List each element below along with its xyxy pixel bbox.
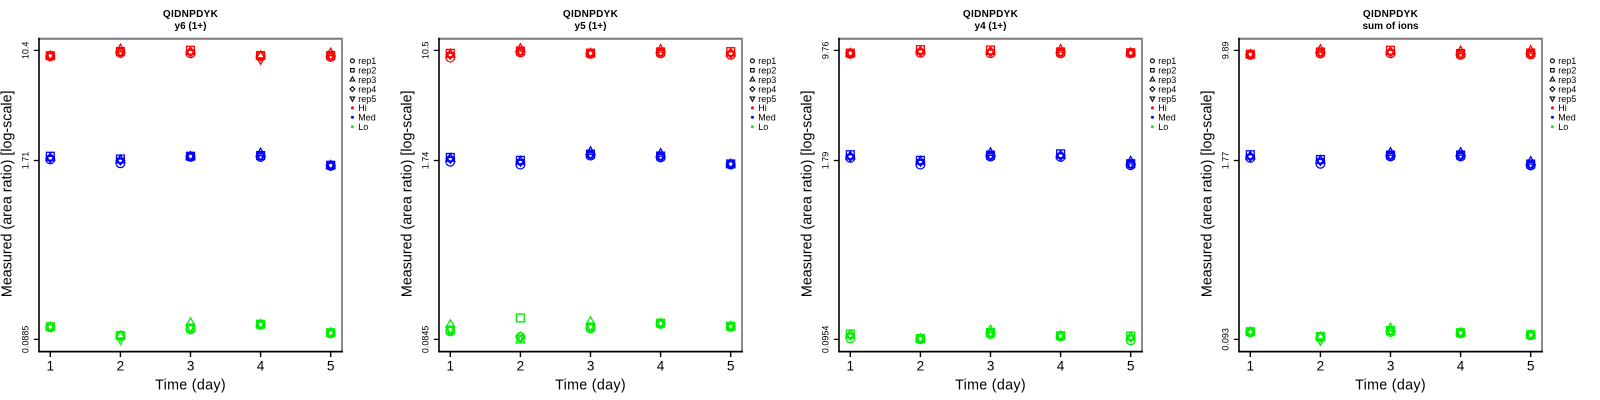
svg-text:Lo: Lo [758, 122, 768, 132]
svg-text:1.71: 1.71 [21, 152, 31, 170]
svg-text:Time (day): Time (day) [555, 377, 626, 393]
svg-text:Time (day): Time (day) [955, 377, 1026, 393]
svg-text:rep3: rep3 [1158, 75, 1176, 85]
svg-text:rep4: rep4 [358, 84, 376, 94]
svg-text:3: 3 [1387, 358, 1395, 373]
svg-text:rep5: rep5 [358, 94, 376, 104]
svg-text:rep5: rep5 [1158, 94, 1176, 104]
svg-text:1: 1 [846, 358, 854, 373]
svg-text:5: 5 [727, 358, 735, 373]
svg-text:Time (day): Time (day) [1355, 377, 1426, 393]
svg-text:rep3: rep3 [1558, 75, 1576, 85]
svg-text:1: 1 [446, 358, 454, 373]
svg-text:0.0885: 0.0885 [21, 326, 31, 354]
svg-text:0.0845: 0.0845 [421, 326, 431, 354]
svg-text:1.77: 1.77 [1221, 152, 1231, 170]
svg-text:QIDNPDYK: QIDNPDYK [963, 9, 1019, 20]
svg-text:Measured (area ratio) [log-sca: Measured (area ratio) [log-scale] [0, 90, 16, 297]
svg-text:rep1: rep1 [758, 56, 776, 66]
svg-text:y4 (1+): y4 (1+) [975, 21, 1007, 32]
svg-text:rep2: rep2 [758, 66, 776, 76]
svg-text:10.5: 10.5 [421, 42, 431, 60]
svg-text:rep5: rep5 [758, 94, 776, 104]
svg-text:Measured (area ratio) [log-sca: Measured (area ratio) [log-scale] [800, 90, 816, 297]
svg-text:5: 5 [327, 358, 335, 373]
svg-text:Hi: Hi [1558, 103, 1567, 113]
svg-text:2: 2 [517, 358, 525, 373]
svg-text:Med: Med [358, 113, 376, 123]
svg-text:4: 4 [657, 358, 665, 373]
svg-text:5: 5 [1127, 358, 1135, 373]
svg-text:Lo: Lo [358, 122, 368, 132]
svg-text:Measured (area ratio) [log-sca: Measured (area ratio) [log-scale] [400, 90, 416, 297]
svg-text:rep3: rep3 [758, 75, 776, 85]
svg-text:rep2: rep2 [358, 66, 376, 76]
svg-text:rep4: rep4 [758, 84, 776, 94]
svg-text:QIDNPDYK: QIDNPDYK [563, 9, 619, 20]
svg-text:Hi: Hi [358, 103, 367, 113]
svg-text:rep4: rep4 [1158, 84, 1176, 94]
svg-text:1.79: 1.79 [821, 152, 831, 170]
svg-text:Med: Med [1558, 113, 1576, 123]
svg-text:rep2: rep2 [1158, 66, 1176, 76]
svg-text:0.0954: 0.0954 [821, 326, 831, 354]
svg-text:rep1: rep1 [1558, 56, 1576, 66]
svg-text:rep4: rep4 [1558, 84, 1576, 94]
svg-text:5: 5 [1527, 358, 1535, 373]
svg-text:1: 1 [46, 358, 54, 373]
svg-text:QIDNPDYK: QIDNPDYK [163, 9, 219, 20]
svg-text:2: 2 [117, 358, 125, 373]
svg-text:QIDNPDYK: QIDNPDYK [1363, 9, 1419, 20]
svg-text:y5 (1+): y5 (1+) [575, 21, 607, 32]
svg-text:9.89: 9.89 [1221, 42, 1231, 60]
svg-text:rep2: rep2 [1558, 66, 1576, 76]
svg-text:Med: Med [1158, 113, 1176, 123]
svg-text:Measured (area ratio) [log-sca: Measured (area ratio) [log-scale] [1200, 90, 1216, 297]
svg-text:y6 (1+): y6 (1+) [175, 21, 207, 32]
svg-text:3: 3 [987, 358, 995, 373]
svg-text:rep1: rep1 [1158, 56, 1176, 66]
svg-text:Hi: Hi [1158, 103, 1167, 113]
svg-text:Lo: Lo [1558, 122, 1568, 132]
svg-text:Lo: Lo [1158, 122, 1168, 132]
svg-text:4: 4 [1057, 358, 1065, 373]
svg-text:3: 3 [187, 358, 195, 373]
svg-text:rep3: rep3 [358, 75, 376, 85]
svg-text:1: 1 [1246, 358, 1254, 373]
svg-text:1.74: 1.74 [421, 152, 431, 170]
svg-text:rep1: rep1 [358, 56, 376, 66]
svg-text:4: 4 [257, 358, 265, 373]
svg-text:2: 2 [917, 358, 925, 373]
svg-text:Med: Med [758, 113, 776, 123]
svg-text:sum of ions: sum of ions [1362, 21, 1419, 32]
svg-text:0.093: 0.093 [1221, 328, 1231, 351]
svg-text:9.76: 9.76 [821, 42, 831, 60]
svg-text:Time (day): Time (day) [155, 377, 226, 393]
svg-text:3: 3 [587, 358, 595, 373]
svg-text:4: 4 [1457, 358, 1465, 373]
svg-text:Hi: Hi [758, 103, 767, 113]
svg-text:rep5: rep5 [1558, 94, 1576, 104]
svg-text:10.4: 10.4 [21, 42, 31, 60]
svg-text:2: 2 [1317, 358, 1325, 373]
